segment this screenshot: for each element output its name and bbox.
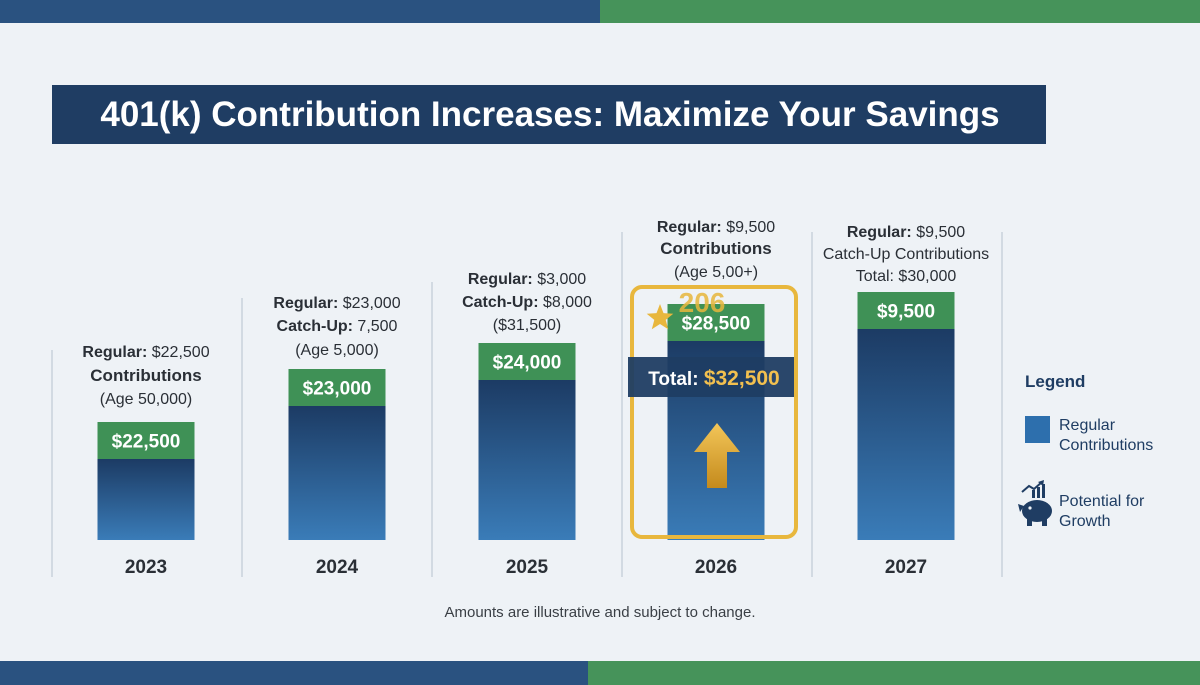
star-icon: [646, 304, 674, 330]
piggy-bank-growth-icon: [1018, 480, 1052, 526]
up-arrow-icon: [694, 423, 740, 488]
total-label: Total: $32,500: [648, 367, 780, 390]
bar-cap-2027: [857, 292, 955, 329]
legend-title: Legend: [1025, 372, 1086, 391]
chart-title: 401(k) Contribution Increases: Maximize …: [100, 94, 1000, 134]
bar-2025: [478, 380, 576, 540]
annotation-line: Regular: $9,500: [847, 224, 965, 241]
annotation-line: Contributions: [660, 239, 771, 258]
annotation-line: ($31,500): [493, 317, 562, 334]
value-label-2024: $23,000: [303, 379, 372, 400]
top-band-right: [600, 0, 1200, 23]
bar-cap-2026: [667, 304, 765, 341]
bar-cap-2025: [478, 343, 576, 380]
annotation-line: Regular: $22,500: [82, 344, 209, 361]
highlight-frame: [630, 285, 798, 539]
legend-label-regular: Regular Contributions: [1059, 417, 1154, 454]
annotation-line: (Age 5,000): [295, 342, 379, 359]
bar-cap-2024: [288, 369, 386, 406]
category-label-2023: 2023: [125, 557, 167, 578]
bar-2027: [857, 329, 955, 540]
highlight-overlay-number: 206: [679, 287, 726, 318]
legend-swatch-regular: [1025, 416, 1050, 443]
bar-2023: [97, 459, 195, 540]
annotation-line: Catch-Up Contributions: [823, 246, 989, 263]
annotation-line: Regular: $3,000: [468, 271, 586, 288]
annotation-line: Total: $30,000: [856, 268, 957, 285]
annotation-line: (Age 50,000): [100, 391, 193, 408]
bar-2024: [288, 406, 386, 540]
value-label-2026: $28,500: [682, 314, 751, 335]
value-label-2027: $9,500: [877, 302, 935, 323]
category-label-2024: 2024: [316, 557, 359, 578]
annotation-line: (Age 5,00+): [674, 264, 758, 281]
category-label-2025: 2025: [506, 557, 549, 578]
value-label-2023: $22,500: [112, 432, 181, 453]
legend-label-growth: Potential for Growth: [1059, 493, 1145, 530]
annotation-line: Catch-Up: $8,000: [462, 294, 592, 311]
top-band-left: [0, 0, 600, 23]
annotation-line: Contributions: [90, 366, 201, 385]
chart-title-banner: 401(k) Contribution Increases: Maximize …: [52, 85, 1046, 144]
footnote: Amounts are illustrative and subject to …: [444, 604, 756, 621]
bottom-band-right: [588, 661, 1200, 685]
category-label-2026: 2026: [695, 557, 737, 578]
bottom-band-left: [0, 661, 588, 685]
annotation-line: Regular: $23,000: [273, 295, 400, 312]
total-banner: [628, 357, 794, 397]
value-label-2025: $24,000: [493, 353, 562, 374]
annotation-line: Catch-Up: 7,500: [277, 318, 398, 335]
annotation-line: Regular: $9,500: [657, 219, 775, 236]
category-label-2027: 2027: [885, 557, 927, 578]
bar-cap-2023: [97, 422, 195, 459]
